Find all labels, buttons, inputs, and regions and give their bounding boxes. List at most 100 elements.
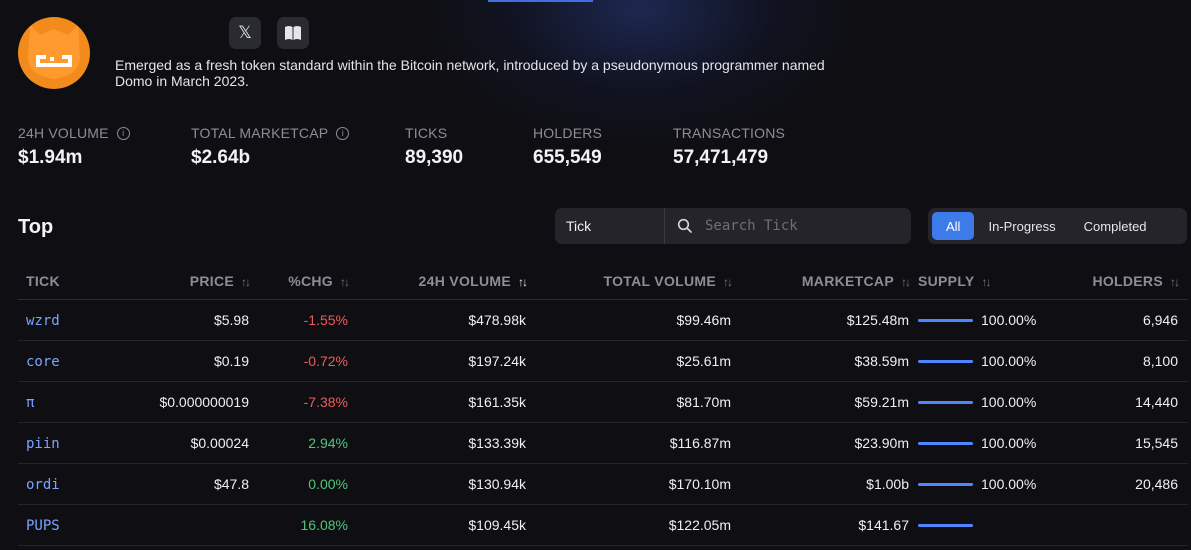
supply-cell: 100.00%: [909, 299, 1059, 341]
marketcap-cell: $23.90m: [731, 422, 909, 464]
tick-link[interactable]: piin: [26, 435, 60, 452]
col-label: PRICE: [189, 272, 234, 289]
tick-link[interactable]: PUPS: [26, 517, 60, 534]
col-label: MARKETCAP: [801, 272, 894, 289]
supply-progress-fill: [918, 400, 973, 404]
sort-icon: ↑↓: [901, 274, 911, 289]
marketcap-cell: $125.48m: [731, 299, 909, 341]
table-row[interactable]: core $0.19 -0.72% $197.24k $25.61m $38.59m 100…: [18, 340, 1188, 382]
table-header-row: TICK PRICE ↑↓ %CHG ↑↓ 24H VOLUME ↑↓ TOTAL V…: [18, 262, 1188, 300]
tick-link[interactable]: wzrd: [26, 312, 60, 329]
tick-link[interactable]: core: [26, 353, 60, 370]
volume-24h-cell: $197.24k: [348, 340, 526, 382]
table-row[interactable]: π $0.000000019 -7.38% $161.35k $81.70m $59.21…: [18, 381, 1188, 423]
table-row[interactable]: PUPS 16.08% $109.45k $122.05m $141.67: [18, 504, 1188, 546]
x-icon: 𝕏: [238, 23, 252, 42]
stat-24h-volume: 24H VOLUME i $1.94m: [18, 125, 130, 169]
col-header-holders[interactable]: HOLDERS ↑↓: [1059, 262, 1188, 300]
supply-cell: 100.00%: [909, 463, 1059, 505]
price-cell: $47.8: [138, 463, 249, 505]
holders-cell: 8,100: [1059, 340, 1188, 382]
stat-transactions: TRANSACTIONS 57,471,479: [673, 125, 785, 169]
supply-progress-fill: [918, 523, 973, 527]
supply-progress-fill: [918, 441, 973, 445]
price-cell: $5.98: [138, 299, 249, 341]
holders-cell: 14,440: [1059, 381, 1188, 423]
marketcap-cell: $38.59m: [731, 340, 909, 382]
stat-value: 89,390: [405, 147, 464, 168]
info-icon[interactable]: i: [336, 126, 350, 140]
filter-all[interactable]: All: [932, 212, 975, 240]
table-row[interactable]: piin $0.00024 2.94% $133.39k $116.87m $23.90m…: [18, 422, 1188, 464]
tick-table: TICK PRICE ↑↓ %CHG ↑↓ 24H VOLUME ↑↓ TOTAL V…: [18, 262, 1188, 546]
volume-24h-cell: $109.45k: [348, 504, 526, 546]
filter-in-progress[interactable]: In-Progress: [988, 218, 1056, 234]
holders-cell: 6,946: [1059, 299, 1188, 341]
marketcap-cell: $141.67: [731, 504, 909, 546]
supply-progress-bar: [918, 359, 973, 363]
holders-cell: 15,545: [1059, 422, 1188, 464]
col-header-total-volume[interactable]: TOTAL VOLUME ↑↓: [526, 262, 733, 300]
col-header-price[interactable]: PRICE ↑↓: [138, 262, 251, 300]
supply-progress-bar: [918, 400, 973, 404]
supply-progress-fill: [918, 318, 973, 322]
stat-label: HOLDERS: [533, 125, 603, 141]
volume-24h-cell: $133.39k: [348, 422, 526, 464]
total-volume-cell: $81.70m: [526, 381, 731, 423]
supply-percent: 100.00%: [981, 476, 1037, 492]
change-cell: -7.38%: [249, 381, 348, 423]
supply-percent: 100.00%: [981, 394, 1037, 410]
total-volume-cell: $99.46m: [526, 299, 731, 341]
col-header-chg[interactable]: %CHG ↑↓: [249, 262, 350, 300]
price-cell: $0.00024: [138, 422, 249, 464]
table-row[interactable]: ordi $47.8 0.00% $130.94k $170.10m $1.00b 100.…: [18, 463, 1188, 505]
supply-progress-fill: [918, 359, 973, 363]
col-label: %CHG: [288, 272, 333, 289]
stat-value: 57,471,479: [673, 147, 769, 168]
col-label: TICK: [26, 272, 60, 289]
x-social-button[interactable]: 𝕏: [229, 17, 261, 49]
sort-icon: ↑↓: [981, 274, 992, 289]
tick-cell: π: [18, 381, 138, 423]
stat-label: TICKS: [405, 125, 448, 141]
stat-total-marketcap: TOTAL MARKETCAP i $2.64b: [191, 125, 350, 169]
holders-cell: [1059, 504, 1188, 546]
tick-cell: core: [18, 340, 138, 382]
price-cell: [138, 504, 249, 546]
info-icon[interactable]: i: [116, 126, 130, 140]
change-cell: 16.08%: [249, 504, 348, 546]
section-title: Top: [18, 216, 54, 238]
search-type-select[interactable]: Tick: [555, 208, 665, 244]
supply-progress-bar: [918, 523, 973, 527]
filter-completed[interactable]: Completed: [1083, 218, 1147, 234]
tick-cell: PUPS: [18, 504, 138, 546]
col-header-marketcap[interactable]: MARKETCAP ↑↓: [731, 262, 911, 300]
col-label: HOLDERS: [1092, 272, 1163, 289]
supply-percent: 100.00%: [981, 353, 1037, 369]
col-label: SUPPLY: [918, 272, 975, 289]
col-label: 24H VOLUME: [418, 272, 511, 289]
search-input[interactable]: [703, 217, 907, 235]
sort-icon: ↑↓: [723, 274, 733, 289]
holders-cell: 20,486: [1059, 463, 1188, 505]
stat-label: TRANSACTIONS: [673, 125, 786, 141]
tick-link[interactable]: ordi: [26, 476, 60, 493]
volume-24h-cell: $161.35k: [348, 381, 526, 423]
token-description: Emerged as a fresh token standard within…: [115, 57, 825, 89]
stat-label: 24H VOLUME: [18, 125, 109, 141]
table-row[interactable]: wzrd $5.98 -1.55% $478.98k $99.46m $125.48m 10…: [18, 299, 1188, 341]
brc20-logo: [18, 17, 90, 89]
marketcap-cell: $59.21m: [731, 381, 909, 423]
price-cell: $0.19: [138, 340, 249, 382]
supply-cell: [909, 504, 1059, 546]
col-header-tick: TICK: [18, 262, 138, 300]
tick-link[interactable]: π: [26, 394, 35, 411]
supply-progress-bar: [918, 441, 973, 445]
total-volume-cell: $170.10m: [526, 463, 731, 505]
marketcap-cell: $1.00b: [731, 463, 909, 505]
col-header-supply[interactable]: SUPPLY ↑↓: [909, 262, 1059, 300]
docs-button[interactable]: [277, 17, 309, 49]
col-header-24h-volume[interactable]: 24H VOLUME ↑↓: [348, 262, 528, 300]
tick-cell: wzrd: [18, 299, 138, 341]
tick-cell: ordi: [18, 463, 138, 505]
